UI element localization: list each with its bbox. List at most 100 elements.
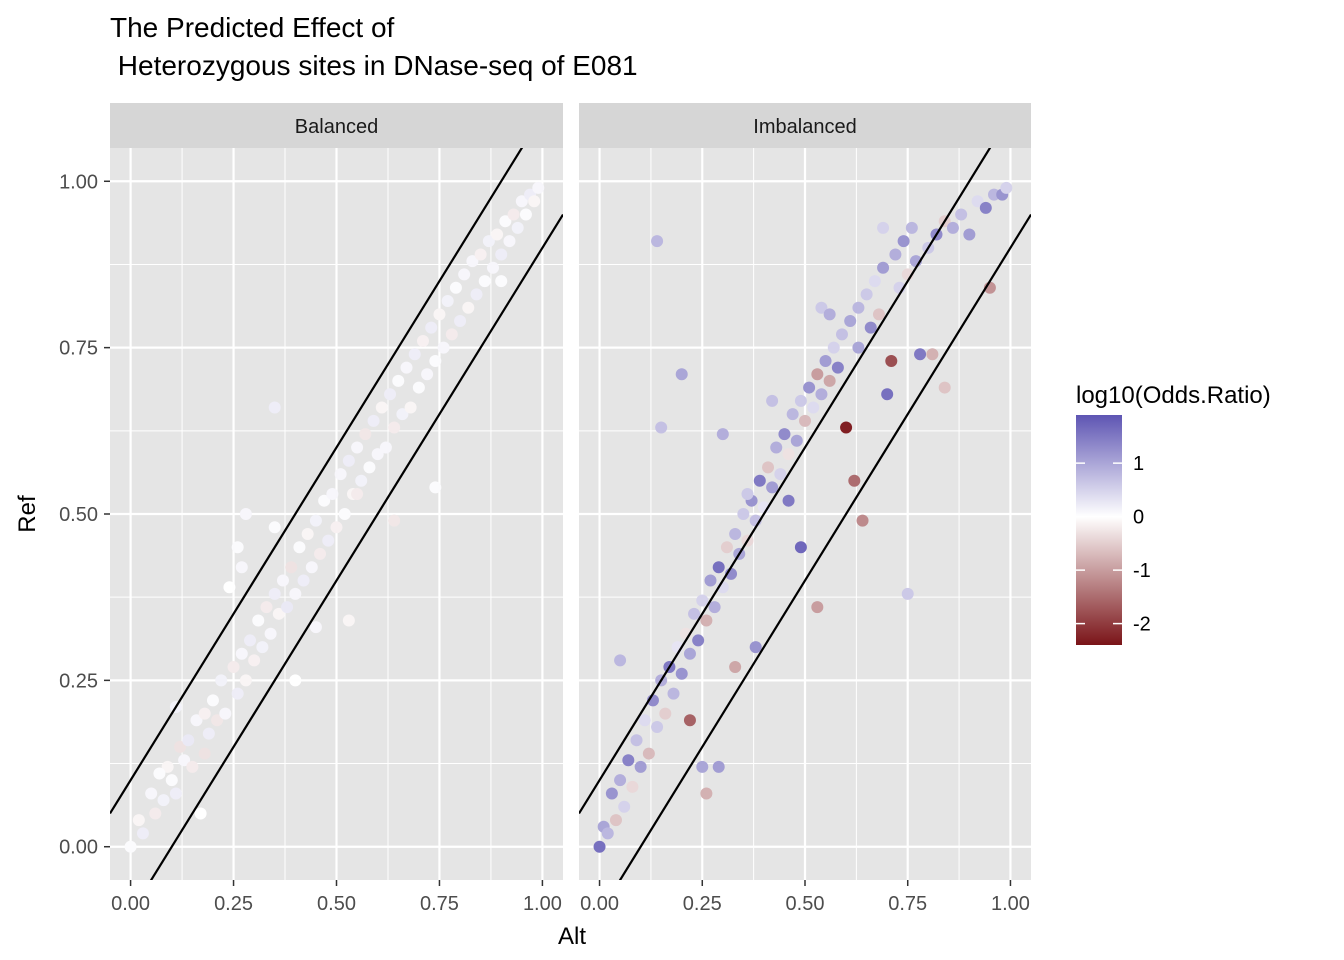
data-point (235, 647, 248, 660)
data-point (342, 614, 355, 627)
data-point (844, 315, 857, 328)
data-point (268, 587, 281, 600)
data-point (819, 354, 832, 367)
data-point (202, 727, 215, 740)
data-point (926, 348, 939, 361)
data-point (708, 601, 721, 614)
data-point (790, 434, 803, 447)
facet-imbalanced: Imbalanced (579, 103, 1031, 880)
data-point (692, 634, 705, 647)
data-point (811, 368, 824, 381)
data-point (136, 827, 149, 840)
data-point (351, 441, 364, 454)
y-tick-label: 0.75 (59, 338, 98, 360)
data-point (330, 521, 343, 534)
data-point (835, 328, 848, 341)
data-point (474, 248, 487, 261)
data-point (285, 561, 298, 574)
data-point (778, 428, 791, 441)
data-point (881, 388, 894, 401)
data-point (622, 754, 635, 767)
legend-break-label: -2 (1133, 614, 1151, 636)
data-point (388, 514, 401, 527)
data-point (626, 780, 639, 793)
data-point (762, 461, 775, 474)
data-point (811, 601, 824, 614)
data-point (503, 235, 516, 248)
data-point (272, 607, 285, 620)
data-point (169, 787, 182, 800)
data-point (499, 215, 512, 228)
data-point (363, 461, 376, 474)
data-point (416, 334, 429, 347)
data-point (124, 840, 137, 853)
x-axis: 0.00 0.25 0.50 0.75 1.00 0.00 0.25 0.50 0.75 1.00 (111, 880, 1030, 915)
points-layer (593, 181, 1013, 853)
data-point (807, 401, 820, 414)
data-point (244, 634, 257, 647)
data-point (901, 587, 914, 600)
data-point (367, 414, 380, 427)
data-point (445, 328, 458, 341)
data-point (860, 288, 873, 301)
data-point (482, 235, 495, 248)
data-point (388, 421, 401, 434)
data-point (704, 574, 717, 587)
data-point (458, 268, 471, 281)
data-point (774, 468, 787, 481)
data-point (979, 201, 992, 214)
data-point (355, 474, 368, 487)
data-point (486, 261, 499, 274)
data-point (309, 621, 322, 634)
y-tick-label: 0.25 (59, 670, 98, 692)
data-point (528, 195, 541, 208)
data-point (252, 614, 265, 627)
data-point (729, 527, 742, 540)
data-point (963, 228, 976, 241)
x-axis-label: Alt (558, 923, 586, 950)
data-point (905, 221, 918, 234)
data-point (938, 381, 951, 394)
data-point (268, 521, 281, 534)
data-point (429, 481, 442, 494)
legend-break-label: -1 (1133, 560, 1151, 582)
data-point (239, 508, 252, 520)
data-point (897, 235, 910, 248)
data-point (289, 674, 302, 687)
data-point (675, 368, 688, 381)
x-tick-label: 0.75 (888, 893, 927, 915)
data-point (194, 807, 207, 820)
data-point (614, 654, 627, 667)
data-point (712, 760, 725, 773)
data-point (256, 641, 269, 654)
data-point (231, 541, 244, 554)
data-point (782, 448, 795, 461)
data-point (227, 661, 240, 674)
data-point (856, 514, 869, 527)
data-point (375, 401, 388, 414)
legend-colorbar (1076, 415, 1122, 645)
data-point (215, 674, 228, 687)
data-point (782, 494, 795, 507)
data-point (511, 221, 524, 234)
data-point (429, 354, 442, 367)
data-point (519, 208, 532, 221)
y-tick-label: 1.00 (59, 171, 98, 193)
legend-title: log10(Odds.Ratio) (1076, 382, 1271, 409)
data-point (281, 601, 294, 614)
data-point (198, 747, 211, 760)
data-point (174, 740, 187, 753)
data-point (276, 574, 289, 587)
data-point (161, 760, 174, 773)
data-point (651, 720, 664, 733)
data-point (264, 627, 277, 640)
facet-balanced: Balanced (110, 103, 563, 880)
data-point (260, 601, 273, 614)
data-point (462, 301, 475, 314)
data-point (659, 707, 672, 720)
data-point (211, 714, 224, 727)
data-point (532, 181, 545, 194)
x-tick-label: 1.00 (991, 893, 1030, 915)
data-point (630, 734, 643, 747)
